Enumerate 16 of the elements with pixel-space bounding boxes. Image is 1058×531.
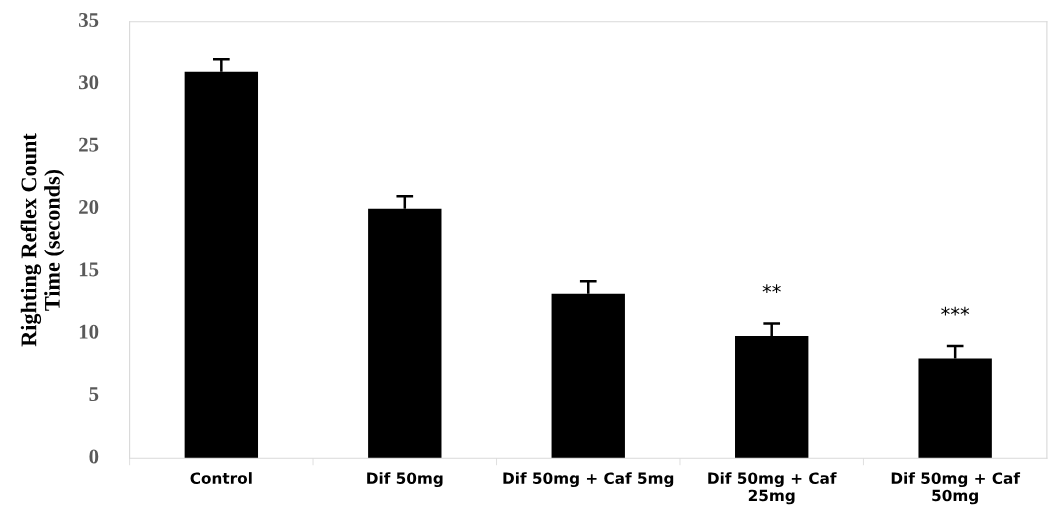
y-tick-label: 35	[79, 12, 99, 27]
y-axis-title: Righting Reflex Count Time (seconds)	[20, 133, 65, 347]
y-tick-label: 0	[89, 449, 99, 464]
y-tick-label: 25	[79, 137, 99, 152]
x-tick-label: Control	[190, 472, 252, 484]
annotation: **	[762, 284, 781, 294]
x-tick-label: Dif 50mg + Caf 5mg	[503, 472, 674, 488]
x-tick-label: Dif 50mg + Caf 50mg	[891, 472, 1021, 505]
x-tick-label: Dif 50mg	[367, 472, 443, 488]
y-tick-label: 20	[79, 199, 99, 215]
x-tick-label: Dif 50mg + Caf 25mg	[708, 472, 837, 505]
y-tick-label: 10	[79, 324, 99, 339]
annotation: ***	[941, 306, 970, 316]
y-tick-label: 15	[79, 262, 99, 277]
y-tick-label: 5	[89, 387, 99, 402]
y-tick-label: 30	[79, 75, 99, 90]
